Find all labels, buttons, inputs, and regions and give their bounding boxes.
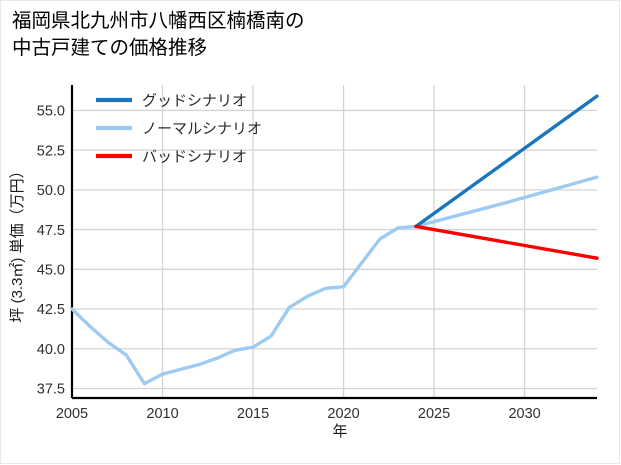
legend-label: バッドシナリオ <box>142 149 247 166</box>
x-axis-tick-labels: 2005 2010 2015 2020 2025 2030 <box>56 406 541 422</box>
series-line <box>414 224 599 260</box>
x-tick-label: 2025 <box>418 406 450 422</box>
y-tick-label: 55.0 <box>37 104 65 120</box>
y-tick-label: 47.5 <box>37 223 65 239</box>
x-tick-label: 2020 <box>327 406 359 422</box>
y-tick-label: 37.5 <box>37 382 65 398</box>
x-tick-label: 2015 <box>237 406 269 422</box>
series-lines <box>70 94 599 386</box>
x-axis-title: 年 <box>332 423 347 440</box>
y-tick-label: 42.5 <box>37 302 65 318</box>
plot-frame <box>70 85 597 400</box>
x-tick-label: 2010 <box>146 406 178 422</box>
legend-label: ノーマルシナリオ <box>142 121 262 138</box>
x-tick-label: 2005 <box>56 406 88 422</box>
legend-label: グッドシナリオ <box>142 93 247 110</box>
x-tick-label: 2030 <box>508 406 540 422</box>
series-line <box>414 94 599 229</box>
y-axis-tick-labels: 37.5 40.0 42.5 45.0 47.5 50.0 52.5 55.0 <box>37 104 65 398</box>
y-tick-label: 50.0 <box>37 183 65 199</box>
y-axis-title: 坪 (3.3㎡) 単価（万円） <box>9 163 26 322</box>
chart-title: 福岡県北九州市八幡西区楠橋南の 中古戸建ての価格推移 <box>12 10 305 59</box>
y-tick-label: 45.0 <box>37 263 65 279</box>
y-tick-label: 40.0 <box>37 342 65 358</box>
y-tick-label: 52.5 <box>37 143 65 159</box>
series-line <box>70 175 599 386</box>
